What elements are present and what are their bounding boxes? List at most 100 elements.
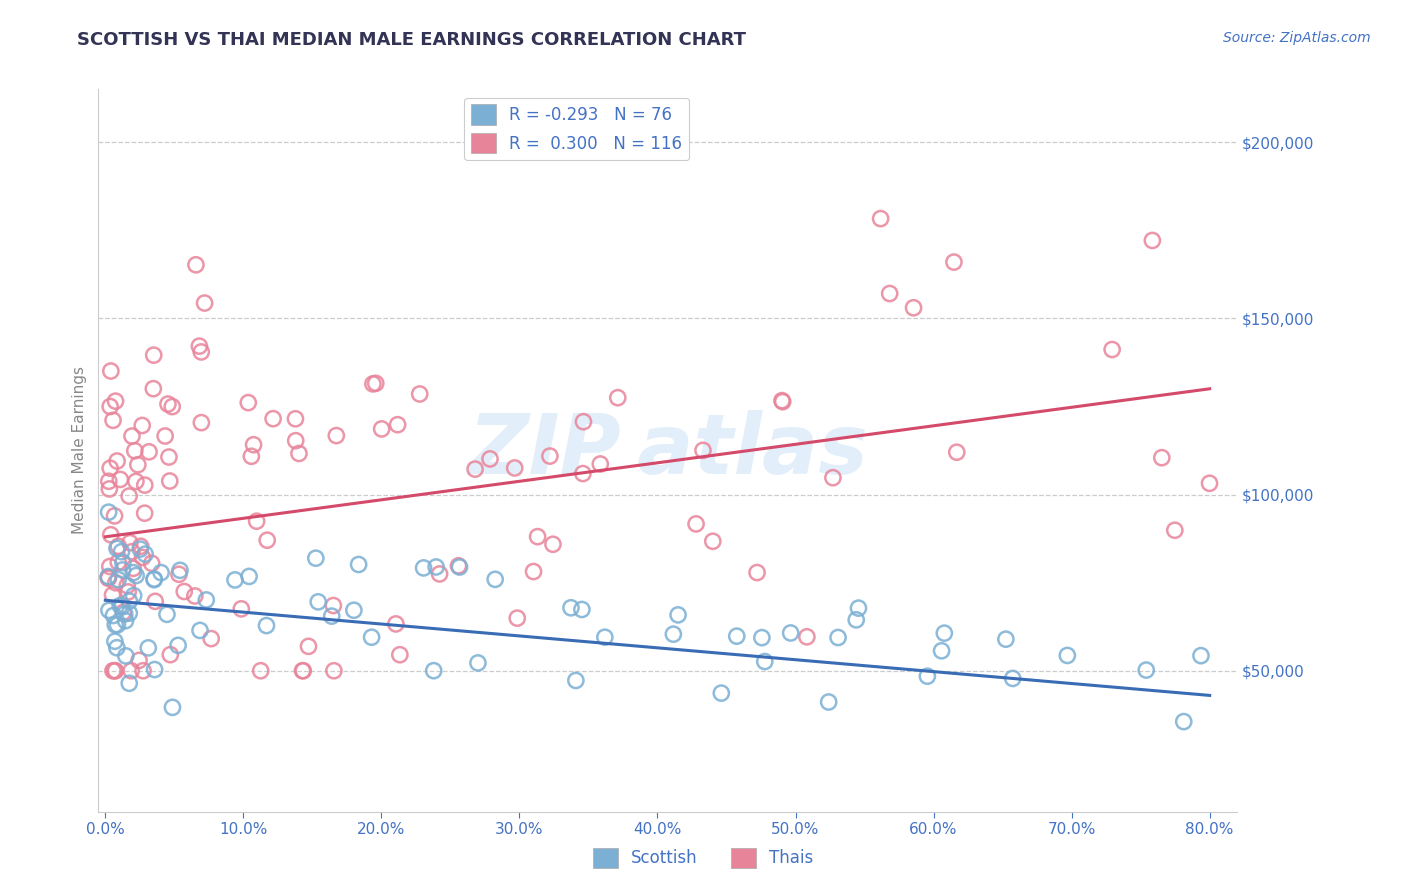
Point [388, 648, 411, 662]
Point [98, 559, 121, 574]
Point [751, 631, 773, 645]
Point [128, 653, 150, 667]
Point [184, 589, 207, 603]
Point [98, 482, 121, 496]
Point [167, 638, 190, 652]
Point [903, 301, 925, 315]
Point [479, 451, 502, 466]
Point [242, 438, 264, 452]
Point [322, 599, 344, 613]
Point [143, 572, 166, 586]
Point [240, 450, 263, 464]
Point [97, 570, 120, 584]
Point [305, 551, 328, 566]
Point [188, 339, 211, 353]
Point [122, 561, 145, 575]
Point [347, 558, 370, 572]
Point [97, 475, 120, 489]
Point [190, 416, 212, 430]
Point [589, 457, 612, 471]
Point [156, 607, 179, 622]
Point [115, 648, 138, 663]
Point [262, 411, 284, 425]
Point [917, 669, 939, 683]
Point [129, 542, 152, 557]
Point [256, 618, 278, 632]
Point [156, 397, 179, 411]
Point [845, 613, 868, 627]
Point [111, 563, 134, 577]
Point [105, 454, 128, 468]
Point [249, 664, 271, 678]
Point [127, 458, 149, 472]
Point [142, 348, 165, 362]
Point [104, 664, 127, 678]
Point [162, 400, 184, 414]
Point [325, 428, 347, 442]
Point [118, 676, 141, 690]
Point [117, 585, 139, 599]
Point [429, 566, 451, 581]
Point [572, 467, 595, 481]
Point [662, 627, 685, 641]
Point [593, 630, 616, 644]
Point [114, 607, 136, 621]
Point [136, 640, 159, 655]
Point [422, 664, 444, 678]
Point [190, 345, 212, 359]
Point [101, 664, 124, 678]
Point [692, 443, 714, 458]
Point [364, 376, 387, 391]
Point [779, 626, 801, 640]
Point [121, 429, 143, 443]
Point [153, 429, 176, 443]
Text: ZIP atlas: ZIP atlas [468, 410, 868, 491]
Point [231, 602, 253, 616]
Point [370, 422, 392, 436]
Point [173, 584, 195, 599]
Point [1056, 648, 1078, 663]
Point [162, 700, 184, 714]
Point [104, 617, 127, 632]
Point [1173, 714, 1195, 729]
Point [503, 461, 526, 475]
Point [224, 573, 246, 587]
Point [110, 545, 132, 559]
Legend: Scottish, Thais: Scottish, Thais [586, 841, 820, 875]
Point [125, 475, 148, 489]
Point [449, 560, 471, 574]
Point [143, 573, 166, 587]
Point [526, 530, 548, 544]
Point [118, 606, 141, 620]
Point [157, 450, 180, 464]
Point [1164, 523, 1187, 537]
Point [107, 618, 129, 632]
Point [111, 599, 134, 614]
Point [821, 471, 844, 485]
Point [710, 686, 733, 700]
Point [360, 630, 382, 644]
Point [522, 565, 544, 579]
Point [159, 474, 181, 488]
Point [571, 602, 593, 616]
Point [343, 603, 366, 617]
Point [104, 394, 127, 409]
Point [754, 655, 776, 669]
Point [1142, 234, 1164, 248]
Point [115, 578, 138, 592]
Point [134, 547, 156, 561]
Point [103, 608, 125, 623]
Point [770, 393, 793, 408]
Point [879, 286, 901, 301]
Point [195, 593, 218, 607]
Point [103, 508, 125, 523]
Point [100, 527, 122, 541]
Legend: R = -0.293   N = 76, R =  0.300   N = 116: R = -0.293 N = 76, R = 0.300 N = 116 [464, 97, 689, 160]
Point [817, 695, 839, 709]
Point [361, 376, 384, 391]
Point [292, 664, 315, 678]
Point [796, 630, 818, 644]
Point [134, 506, 156, 520]
Point [121, 545, 143, 559]
Point [994, 632, 1017, 647]
